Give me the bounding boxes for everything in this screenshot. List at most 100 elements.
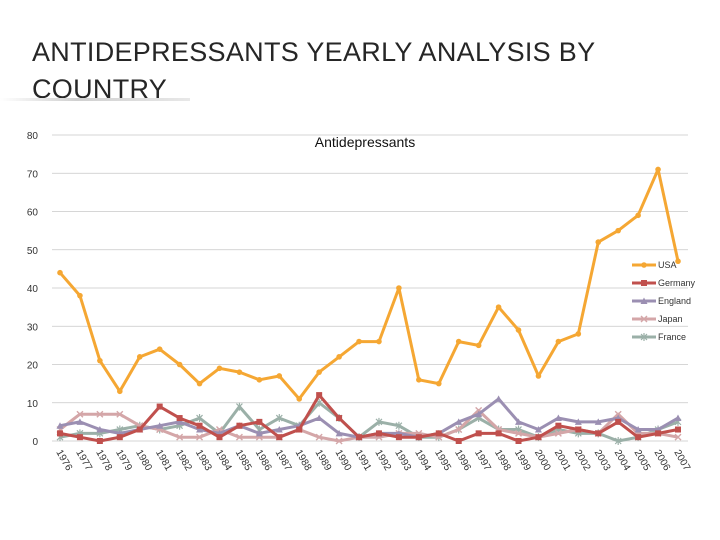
data-point: [235, 402, 243, 411]
data-point: [495, 395, 503, 402]
data-point: [156, 403, 163, 410]
data-point: [76, 434, 83, 441]
data-point: [196, 380, 203, 387]
x-tick-label: 1997: [472, 448, 493, 473]
x-tick-label: 1992: [372, 448, 393, 473]
legend-item-france: France: [632, 332, 686, 342]
data-point: [455, 438, 462, 444]
data-point: [196, 422, 203, 429]
data-point: [256, 377, 263, 383]
data-point: [136, 354, 143, 360]
data-point: [375, 430, 382, 437]
data-point: [116, 434, 123, 441]
x-tick-label: 1983: [193, 448, 214, 473]
y-tick-label: 80: [27, 131, 39, 142]
data-point: [315, 414, 323, 422]
data-point: [296, 396, 303, 402]
data-point: [495, 430, 502, 437]
data-point: [641, 280, 647, 286]
legend: USA Germany England Japan France: [632, 260, 696, 342]
x-tick-label: 1979: [113, 448, 134, 473]
data-point: [395, 434, 402, 441]
x-tick-label: 1991: [352, 448, 373, 473]
data-point: [336, 415, 343, 422]
x-tick-label: 2007: [671, 448, 692, 473]
data-point: [176, 433, 184, 441]
x-tick-label: 1993: [392, 448, 413, 473]
legend-item-germany: Germany: [632, 278, 696, 288]
data-point: [335, 429, 343, 437]
series-usa: [57, 166, 681, 402]
data-point: [96, 438, 103, 444]
x-tick-label: 1982: [173, 448, 194, 473]
legend-label: Japan: [658, 314, 683, 324]
data-point: [475, 410, 483, 418]
y-tick-label: 40: [27, 284, 39, 295]
x-tick-label: 1980: [133, 448, 154, 473]
data-point: [216, 434, 223, 441]
data-point: [535, 434, 542, 441]
data-point: [615, 418, 622, 425]
data-point: [117, 388, 123, 395]
data-point: [674, 414, 682, 422]
data-point: [356, 338, 362, 345]
legend-item-england: England: [632, 296, 691, 306]
x-tick-label: 1999: [512, 448, 533, 473]
y-tick-label: 0: [32, 437, 38, 448]
data-point: [255, 429, 263, 437]
data-point: [395, 421, 403, 430]
data-point: [595, 239, 602, 245]
y-tick-label: 30: [27, 322, 39, 333]
data-point: [641, 262, 647, 268]
data-point: [396, 285, 402, 291]
x-tick-label: 1995: [432, 448, 453, 473]
data-point: [495, 304, 502, 310]
x-tick-label: 1981: [153, 448, 174, 473]
data-point: [435, 430, 442, 437]
data-point: [176, 361, 183, 368]
data-point: [56, 422, 64, 429]
data-point: [236, 369, 243, 375]
data-point: [196, 414, 203, 423]
data-point: [615, 227, 621, 234]
data-point: [276, 373, 283, 379]
data-point: [336, 354, 342, 360]
data-point: [554, 414, 562, 422]
data-point: [156, 346, 163, 353]
data-point: [236, 422, 243, 429]
data-point: [575, 331, 582, 337]
data-point: [96, 410, 104, 418]
legend-item-usa: USA: [632, 260, 677, 270]
data-point: [275, 414, 283, 423]
data-point: [614, 410, 622, 418]
data-point: [475, 430, 482, 437]
data-point: [640, 315, 648, 323]
y-tick-label: 50: [27, 246, 39, 257]
x-tick-label: 2000: [532, 448, 553, 473]
data-point: [415, 434, 422, 441]
data-point: [196, 433, 204, 441]
data-point: [97, 357, 103, 364]
slide-title: ANTIDEPRESSANTS YEARLY ANALYSIS BY COUNT…: [32, 37, 595, 104]
data-point: [675, 426, 681, 433]
gridlines: [52, 134, 688, 442]
legend-label: France: [658, 332, 686, 342]
x-tick-label: 1984: [213, 448, 234, 473]
x-tick-label: 2001: [552, 448, 573, 473]
data-point: [196, 426, 204, 433]
data-point: [655, 430, 662, 437]
y-axis-ticks: 0 10 20 30 40 50 60 70 80: [27, 131, 39, 448]
data-point: [675, 258, 681, 265]
data-point: [635, 212, 641, 219]
data-point: [156, 422, 164, 429]
data-point: [275, 426, 283, 433]
data-point: [96, 426, 104, 433]
x-tick-label: 1976: [53, 448, 74, 473]
data-point: [376, 338, 382, 345]
series-germany: [57, 392, 681, 444]
x-tick-label: 1996: [452, 448, 473, 473]
x-tick-label: 1998: [492, 448, 513, 473]
data-point: [77, 292, 83, 299]
x-tick-label: 1978: [93, 448, 114, 473]
data-point: [316, 369, 322, 375]
